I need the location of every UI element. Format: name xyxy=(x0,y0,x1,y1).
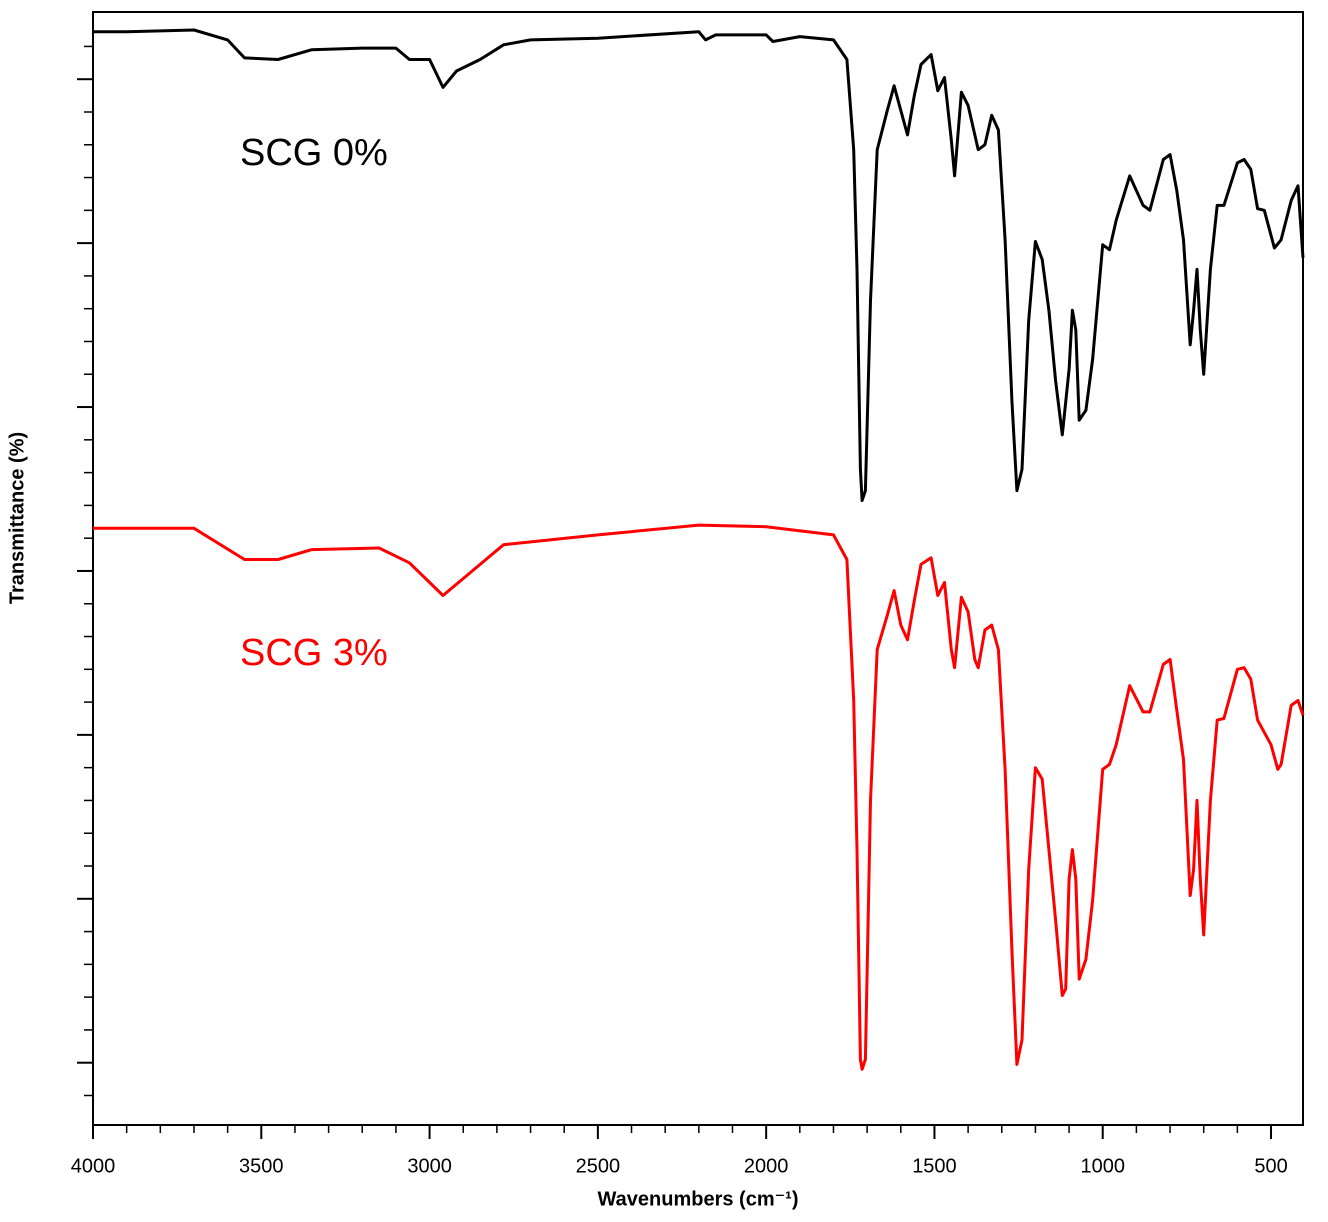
plot-frame xyxy=(92,11,1304,1126)
series-label: SCG 0% xyxy=(240,132,388,174)
x-tick-label: 1000 xyxy=(1080,1155,1125,1177)
spectrum-line xyxy=(93,28,1305,502)
x-tick-label: 1500 xyxy=(912,1155,957,1177)
spectrum-line xyxy=(93,523,1305,1071)
series-label: SCG 3% xyxy=(240,632,388,674)
x-tick-label: 2500 xyxy=(576,1155,621,1177)
x-tick-label: 4000 xyxy=(71,1155,116,1177)
x-tick-label: 3000 xyxy=(407,1155,452,1177)
x-tick-label: 2000 xyxy=(744,1155,789,1177)
x-tick-label: 3500 xyxy=(239,1155,284,1177)
x-axis-title: Wavenumbers (cm⁻¹) xyxy=(598,1188,799,1210)
x-tick-label: 500 xyxy=(1254,1155,1287,1177)
y-axis-title: Transmittance (%) xyxy=(6,432,28,604)
